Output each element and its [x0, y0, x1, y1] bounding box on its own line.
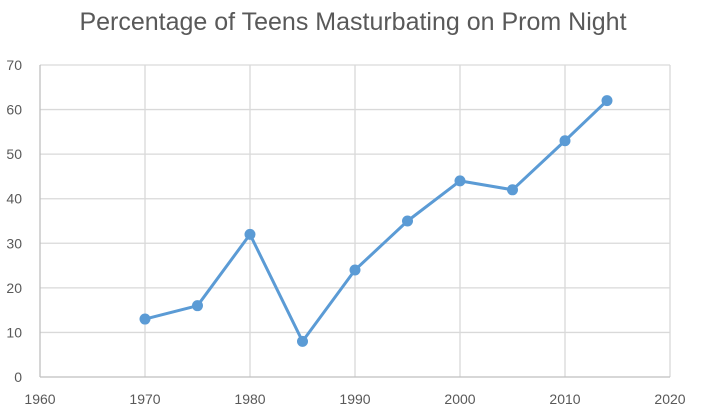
- y-tick-label: 30: [6, 235, 22, 251]
- data-point: [559, 135, 571, 147]
- x-tick-label: 2000: [444, 391, 475, 407]
- y-tick-label: 40: [6, 191, 22, 207]
- x-tick-label: 1990: [339, 391, 370, 407]
- y-tick-label: 0: [14, 369, 22, 385]
- data-point: [139, 313, 151, 325]
- x-tick-label: 2010: [549, 391, 580, 407]
- axes: [39, 65, 670, 378]
- y-tick-label: 10: [6, 324, 22, 340]
- x-tick-label: 1980: [234, 391, 265, 407]
- y-tick-label: 50: [6, 146, 22, 162]
- y-tick-label: 60: [6, 102, 22, 118]
- data-point: [349, 264, 361, 276]
- y-tick-label: 70: [6, 57, 22, 73]
- x-tick-label: 2020: [654, 391, 685, 407]
- data-point: [601, 95, 613, 107]
- data-point: [192, 300, 203, 312]
- data-point: [507, 184, 518, 196]
- grid-lines: [40, 64, 671, 377]
- tick-labels: 0 10 20 30 40 50 60 70 1960 1970 1980 1990 2000 2010 2…: [6, 57, 685, 407]
- data-point: [297, 335, 308, 347]
- series-layer: [139, 95, 613, 347]
- chart-title: Percentage of Teens Masturbating on Prom…: [79, 8, 627, 36]
- series-line: [144, 99, 609, 343]
- data-point: [402, 215, 413, 227]
- x-tick-label: 1960: [24, 391, 55, 407]
- x-tick-label: 1970: [129, 391, 160, 407]
- data-point: [244, 228, 256, 240]
- y-tick-label: 20: [6, 280, 22, 296]
- data-point: [454, 175, 466, 187]
